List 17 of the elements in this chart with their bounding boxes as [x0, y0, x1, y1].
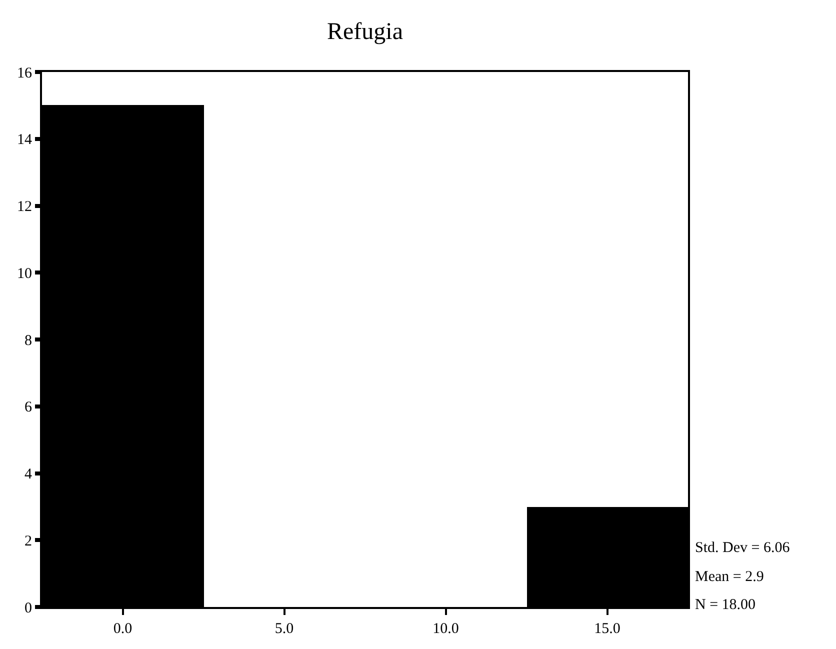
- text: Std. Dev = 6.06: [695, 540, 790, 556]
- y-tick-label: 4: [24, 466, 32, 482]
- y-tick-label: 6: [24, 400, 32, 416]
- y-tick-label: 8: [24, 332, 32, 349]
- text: N = 18.00: [695, 597, 756, 613]
- y-tick-label: 12: [17, 199, 32, 215]
- y-tick-label: 14: [17, 132, 32, 148]
- y-tick-label: 0: [24, 600, 32, 616]
- x-tick-label: 15.0: [594, 621, 620, 637]
- y-tick-label: 2: [24, 533, 32, 550]
- x-tick-label: 0.0: [113, 621, 132, 637]
- text: Mean = 2.9: [695, 569, 764, 585]
- chart-title: Refugia: [327, 18, 404, 45]
- x-tick-label: 5.0: [274, 621, 294, 637]
- y-tick-label: 10: [17, 266, 32, 282]
- x-tick-label: 10.0: [432, 621, 459, 637]
- y-tick-label: 16: [17, 65, 32, 82]
